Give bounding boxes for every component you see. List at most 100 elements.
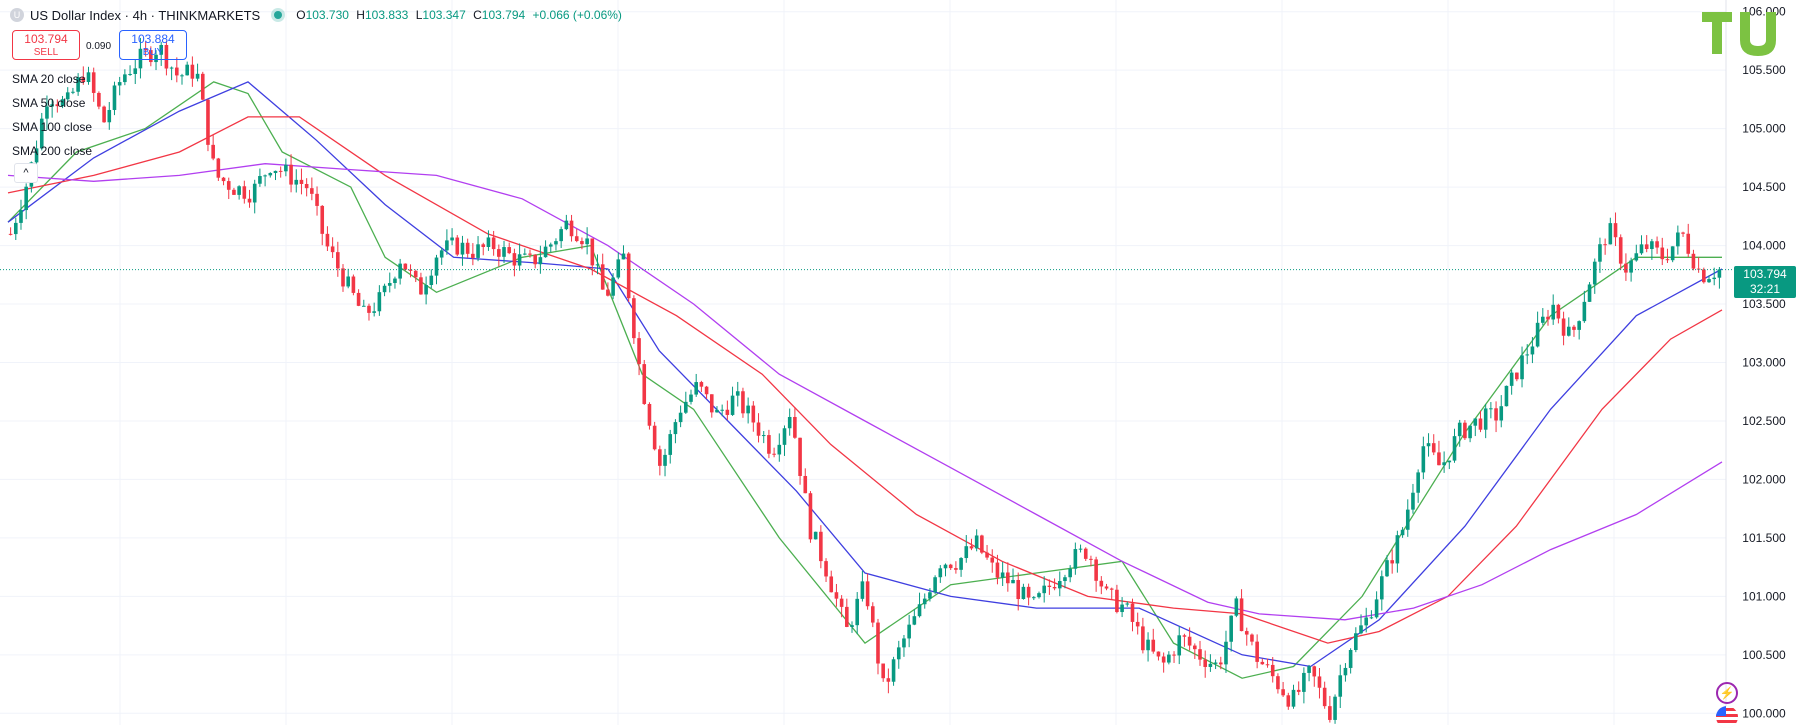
buy-price: 103.884 [131,32,175,46]
y-tick-label: 103.000 [1742,356,1786,370]
grid-lines [0,0,1726,725]
candle-up [564,220,569,230]
candle-down [1115,589,1119,613]
candle-up [922,598,927,605]
candle-up [891,659,896,682]
candle-down [1437,452,1441,466]
candle-down [226,181,231,190]
candle-down [1556,304,1561,319]
collapse-legend-button[interactable]: ^ [14,163,38,183]
candle-up [169,67,174,69]
buy-button[interactable]: 103.884 BUY [119,30,187,60]
candle-down [91,72,96,93]
candle-down [336,252,340,269]
candle-down [637,338,641,365]
price-axis[interactable]: 106.000105.500105.000104.500104.000103.5… [1742,5,1786,721]
candle-down [1270,664,1275,677]
candle-down [1089,558,1093,560]
candle-up [398,263,402,279]
candle-up [1598,244,1602,262]
candle-up [1509,372,1514,386]
y-tick-label: 105.000 [1742,122,1786,136]
us-flag-icon[interactable] [1716,706,1738,728]
sma-line [7,81,1722,679]
candle-up [928,592,932,599]
sell-button[interactable]: 103.794 SELL [12,30,80,60]
candle-up [185,64,189,76]
candle-down [741,391,745,414]
candle-down [164,44,169,69]
candle-down [574,236,579,242]
candle-up [1416,472,1420,493]
candle-down [1182,635,1187,637]
y-tick-label: 101.500 [1742,531,1786,545]
market-open-icon [274,11,283,19]
candle-up [559,229,563,242]
candle-down [1198,649,1202,660]
candle-down [798,437,802,476]
candle-down [408,269,413,271]
legend-sma-20[interactable]: SMA 20 close [12,72,86,86]
candle-up [1374,599,1379,618]
candle-up [1120,604,1124,613]
candle-up [361,305,366,307]
candle-down [1603,244,1607,246]
candle-up [616,259,621,278]
legend-sma-50[interactable]: SMA 50 close [12,96,86,110]
candle-up [964,546,969,559]
candle-down [471,253,475,258]
candle-down [1624,263,1628,273]
candle-down [1187,636,1192,646]
candle-up [1447,460,1452,463]
candle-down [289,164,293,185]
candle-down [1083,548,1088,559]
candle-up [1333,696,1337,720]
candle-down [829,576,834,593]
candle-down [1006,572,1010,584]
candle-down [632,298,636,339]
candle-down [767,435,771,454]
candle-up [1489,408,1493,410]
candle-up [34,148,39,163]
candle-up [735,391,740,396]
y-tick-label: 102.000 [1742,472,1786,486]
candle-up [284,164,288,172]
candle-down [81,77,86,82]
candle-down [845,606,849,627]
candle-down [699,382,704,387]
flash-icon[interactable]: ⚡ [1716,682,1738,704]
candle-up [50,104,54,107]
candle-down [658,449,662,466]
candle-up [1302,672,1306,692]
legend-sma-100[interactable]: SMA 100 close [12,120,93,134]
candle-down [1431,443,1436,453]
candle-down [954,568,958,570]
candle-down [1686,233,1691,254]
candle-down [315,193,319,206]
y-tick-label: 101.000 [1742,589,1786,603]
candle-up [974,535,979,549]
legend-sma-200[interactable]: SMA 200 close [12,144,93,158]
candle-up [1541,316,1545,323]
chart-title[interactable]: US Dollar Index · 4h · THINKMARKETS [30,7,261,23]
candle-up [1587,284,1592,302]
candle-up [1354,633,1358,650]
candle-down [1250,634,1254,642]
candle-up [1650,241,1654,250]
candle-down [1561,318,1566,336]
candle-up [1577,321,1581,330]
candle-up [1426,443,1431,447]
candle-down [55,104,60,107]
candle-down [455,237,460,255]
ohlc-values: O103.730 H103.833 L103.347 C103.794 +0.0… [296,8,622,22]
candle-up [621,253,626,260]
candle-up [595,264,600,266]
candle-down [1322,687,1327,707]
candle-up [777,444,782,455]
candle-up [1348,649,1353,668]
candle-down [1317,676,1322,688]
candle-up [1442,462,1446,466]
candle-down [834,592,839,599]
candle-up [1670,246,1675,261]
